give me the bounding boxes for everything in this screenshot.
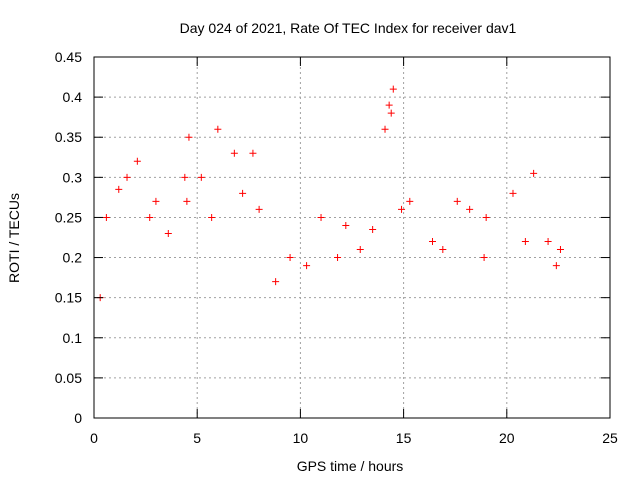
data-point: [530, 169, 538, 177]
y-tick-label: 0.35: [55, 129, 82, 145]
data-point: [342, 221, 350, 229]
plot-frame: [93, 56, 611, 419]
y-tick-label: 0.1: [63, 330, 83, 346]
data-point: [466, 205, 474, 213]
data-point: [521, 238, 529, 246]
data-point: [385, 101, 393, 109]
y-axis-label: ROTI / TECUs: [6, 193, 22, 283]
data-point: [482, 213, 490, 221]
x-axis-label: GPS time / hours: [297, 458, 404, 474]
data-point: [214, 125, 222, 133]
data-point: [480, 254, 488, 262]
axis-ticks: 0 0.05 0.1 0.15 0.2 0.25 0.3 0.35 0.4 0.45 0 5 10 15 2…: [55, 49, 618, 446]
data-point: [255, 205, 263, 213]
data-point: [406, 197, 414, 205]
data-point: [509, 189, 517, 197]
x-tick-label: 5: [193, 430, 201, 446]
y-tick-label: 0.2: [63, 250, 83, 266]
data-point: [208, 213, 216, 221]
data-point: [389, 85, 397, 93]
grid-lines: [94, 57, 610, 418]
data-point: [428, 238, 436, 246]
data-point: [303, 262, 311, 270]
data-point: [181, 173, 189, 181]
y-tick-label: 0.4: [63, 89, 83, 105]
x-tick-label: 0: [90, 430, 98, 446]
data-point: [317, 213, 325, 221]
data-point: [334, 254, 342, 262]
y-tick-label: 0.25: [55, 209, 82, 225]
data-point: [102, 213, 110, 221]
x-tick-label: 20: [499, 430, 515, 446]
data-point: [152, 197, 160, 205]
data-point: [272, 278, 280, 286]
data-point: [164, 229, 172, 237]
data-point: [356, 246, 364, 254]
data-point: [556, 246, 564, 254]
data-point: [123, 173, 131, 181]
data-point: [146, 213, 154, 221]
y-tick-label: 0.05: [55, 370, 82, 386]
data-point: [286, 254, 294, 262]
data-point: [185, 133, 193, 141]
y-tick-label: 0.3: [63, 169, 83, 185]
data-point: [387, 109, 395, 117]
x-tick-label: 15: [396, 430, 412, 446]
chart-title: Day 024 of 2021, Rate Of TEC Index for r…: [180, 20, 517, 36]
data-point: [239, 189, 247, 197]
data-point: [183, 197, 191, 205]
data-points: [96, 85, 564, 302]
data-point: [230, 149, 238, 157]
x-tick-label: 25: [602, 430, 618, 446]
x-tick-label: 10: [293, 430, 309, 446]
data-point: [369, 225, 377, 233]
data-point: [398, 205, 406, 213]
y-tick-label: 0: [74, 410, 82, 426]
data-point: [115, 185, 123, 193]
data-point: [249, 149, 257, 157]
y-tick-label: 0.15: [55, 290, 82, 306]
data-point: [453, 197, 461, 205]
data-point: [133, 157, 141, 165]
data-point: [197, 173, 205, 181]
data-point: [544, 238, 552, 246]
data-point: [439, 246, 447, 254]
data-point: [552, 262, 560, 270]
y-tick-label: 0.45: [55, 49, 82, 65]
data-point: [381, 125, 389, 133]
